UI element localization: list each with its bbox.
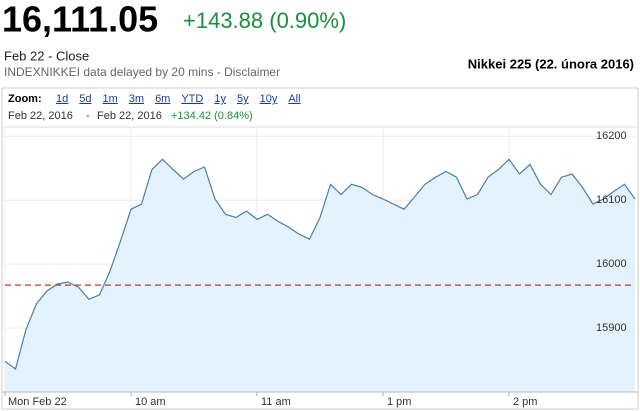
zoom-option[interactable]: 6m [155, 93, 170, 105]
zoom-option[interactable]: 3m [129, 93, 144, 105]
caption: Nikkei 225 (22. února 2016) [468, 56, 634, 71]
range-separator: - [86, 110, 90, 122]
y-tick-label: 15900 [596, 322, 627, 334]
zoom-label: Zoom: [8, 93, 42, 105]
price-change: +143.88 (0.90%) [183, 8, 346, 33]
zoom-option[interactable]: 1d [56, 93, 68, 105]
zoom-option[interactable]: 1y [214, 93, 226, 105]
chart-frame [1, 87, 639, 410]
zoom-option[interactable]: 10y [260, 93, 278, 105]
zoom-option[interactable]: 5d [79, 93, 91, 105]
zoom-option[interactable]: 1m [103, 93, 118, 105]
x-tick-label: 2 pm [513, 396, 537, 408]
y-tick-label: 16100 [596, 194, 627, 206]
range-change: +134.42 (0.84%) [171, 110, 253, 122]
data-source: INDEXNIKKEI data delayed by 20 mins - Di… [4, 65, 280, 79]
quote-date: Feb 22 - Close [4, 48, 89, 63]
x-tick-label: 11 am [261, 396, 291, 408]
x-tick-label: Mon Feb 22 [8, 396, 67, 408]
zoom-option[interactable]: YTD [181, 93, 203, 105]
area [5, 159, 635, 392]
range-from: Feb 22, 2016 [8, 110, 73, 122]
zoom-option[interactable]: All [288, 93, 300, 105]
x-tick-label: 10 am [135, 396, 166, 408]
y-tick-label: 16000 [596, 258, 627, 270]
range-to: Feb 22, 2016 [97, 110, 162, 122]
zoom-options: 1d 5d 1m 3m 6m YTD 1y 5y 10y All [56, 93, 301, 105]
x-tick-label: 1 pm [387, 396, 411, 408]
line [4, 158, 636, 371]
y-tick-label: 16200 [596, 130, 627, 142]
price: 16,111.05 [2, 0, 158, 40]
zoom-option[interactable]: 5y [237, 93, 249, 105]
plot: Mon Feb 22 10 am 11 am 1 pm 2 pm 15900 16000 16… [2, 128, 638, 408]
